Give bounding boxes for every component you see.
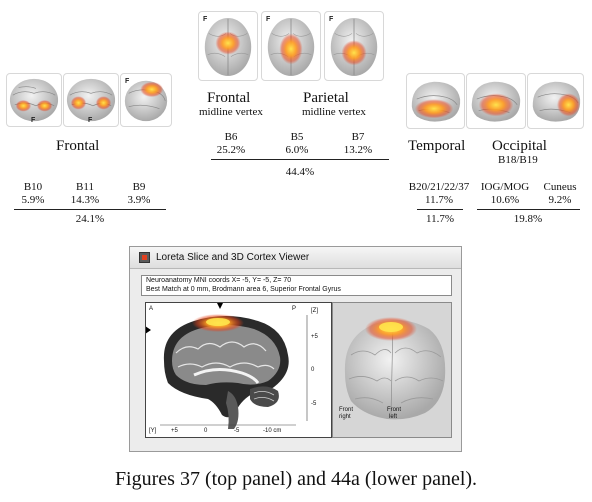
occipital-title: Occipital (492, 138, 547, 154)
cursor-marker-left (146, 326, 151, 334)
ba-percent: 11.7% (424, 194, 453, 206)
ba-percent: 6.0% (285, 144, 309, 156)
z-tick: -5 (311, 401, 317, 407)
ba-label: IOG/MOG (480, 181, 530, 193)
ba-label: B6 (224, 131, 238, 143)
app-icon (139, 252, 150, 263)
posterior-label: P (292, 306, 297, 312)
occipital-brain-view-2 (527, 73, 584, 129)
front-left-label: Front (387, 407, 402, 413)
ba-percent: 25.2% (216, 144, 246, 156)
divider-rule (477, 209, 580, 210)
front-left-label: left (389, 414, 398, 420)
orientation-letter: F (203, 16, 208, 23)
ba-percent: 3.9% (127, 194, 151, 206)
temporal-title: Temporal (408, 138, 466, 154)
viewer-titlebar[interactable]: Loreta Slice and 3D Cortex Viewer (130, 247, 461, 269)
ba-percent: 14.3% (70, 194, 100, 206)
divider-rule (417, 209, 463, 210)
z-tick: +5 (311, 334, 318, 340)
orientation-letter: F (266, 16, 271, 23)
frontal-brain-view-3: F (120, 73, 172, 127)
front-right-label: right (339, 414, 351, 420)
ba-percent: 9.2% (548, 194, 572, 206)
ba-label: B10 (23, 181, 43, 193)
ba-label: Cuneus (543, 181, 577, 193)
ba-label: B20/21/22/37 (408, 181, 470, 193)
y-tick: -10 cm (263, 428, 282, 434)
ba-label: B7 (351, 131, 365, 143)
y-tick: -5 (234, 428, 240, 434)
ba-percent: 5.9% (21, 194, 45, 206)
orientation-letter: F (31, 117, 36, 124)
z-tick: 0 (311, 367, 315, 373)
occipital-brain-view-1 (466, 73, 526, 129)
3d-cortex-image (344, 317, 446, 420)
best-match-line: Best Match at 0 mm, Brodmann area 6, Sup… (146, 286, 341, 293)
viewer-title: Loreta Slice and 3D Cortex Viewer (156, 252, 310, 263)
ba-label: B9 (132, 181, 146, 193)
y-axis-label: [Y] (149, 428, 157, 434)
y-tick: 0 (204, 428, 208, 434)
midline-brain-view-3: F (324, 11, 384, 81)
mni-coords-line: Neuroanatomy MNI coords X= -5, Y= -5, Z=… (146, 277, 292, 284)
midline-frontal-title: Frontal (207, 90, 251, 106)
ba-percent: 10.6% (490, 194, 520, 206)
figure-caption: Figures 37 (top panel) and 44a (lower pa… (114, 468, 478, 490)
orientation-letter: F (329, 16, 334, 23)
orientation-letter: F (88, 117, 93, 124)
z-axis-label: [Z] (311, 308, 318, 314)
ba-percent: 13.2% (343, 144, 373, 156)
sagittal-slice-image (146, 303, 308, 429)
y-tick: +5 (171, 428, 178, 434)
midline-brain-view-2: F (261, 11, 321, 81)
midline-parietal-title: Parietal (303, 90, 349, 106)
midline-brain-view-1: F (198, 11, 258, 81)
midline-parietal-subtitle: midline vertex (302, 106, 366, 118)
coordinates-info-box: Neuroanatomy MNI coords X= -5, Y= -5, Z=… (141, 275, 452, 296)
anterior-label: A (149, 306, 154, 312)
occipital-subtitle: B18/B19 (498, 154, 538, 166)
temporal-brain-view (406, 73, 465, 129)
frontal-brain-view-1: F (6, 73, 62, 127)
group-total: 19.8% (513, 213, 543, 225)
sagittal-slice-panel[interactable]: A P [Z] +5 0 -5 [Y] +5 0 -5 -10 cm (145, 302, 332, 438)
group-total: 24.1% (75, 213, 105, 225)
orientation-letter: F (125, 78, 130, 85)
group-total: 44.4% (285, 166, 315, 178)
cursor-marker-top (217, 303, 223, 309)
divider-rule (14, 209, 166, 210)
ba-label: B5 (290, 131, 304, 143)
divider-rule (211, 159, 389, 160)
front-right-label: Front (339, 407, 354, 413)
3d-cortex-panel[interactable]: Front right Front left (332, 302, 452, 438)
midline-frontal-subtitle: midline vertex (199, 106, 263, 118)
group-total: 11.7% (425, 213, 454, 225)
loreta-viewer-window: Loreta Slice and 3D Cortex Viewer Neuroa… (129, 246, 462, 452)
ba-label: B11 (76, 181, 94, 193)
frontal-title: Frontal (56, 138, 100, 154)
frontal-brain-view-2: F (63, 73, 119, 127)
